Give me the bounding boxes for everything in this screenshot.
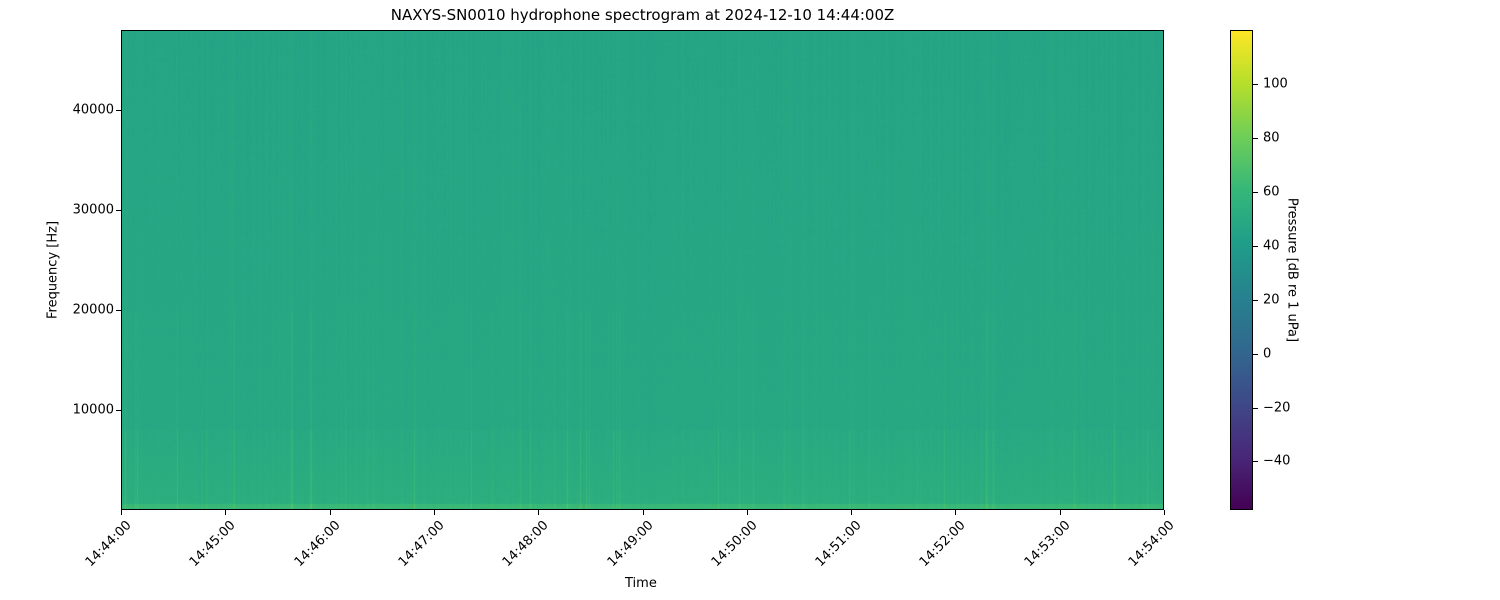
y-tick — [116, 310, 121, 311]
x-tick-label: 14:52:00 — [917, 518, 969, 570]
y-tick-label: 10000 — [72, 402, 114, 418]
x-tick-label: 14:48:00 — [499, 518, 552, 570]
colorbar-tick-label: −20 — [1263, 400, 1291, 416]
x-tick — [746, 510, 748, 515]
chart-title: NAXYS-SN0010 hydrophone spectrogram at 2… — [390, 6, 895, 24]
x-tick-label: 14:46:00 — [291, 518, 344, 570]
x-tick-label: 14:54:00 — [1125, 518, 1178, 570]
colorbar-tick — [1253, 83, 1258, 85]
colorbar-tick — [1253, 407, 1258, 409]
x-tick — [642, 510, 644, 515]
x-tick — [538, 510, 540, 515]
colorbar-tick-label: 20 — [1263, 292, 1280, 308]
spectrogram-image — [121, 30, 1164, 510]
x-tick — [329, 510, 331, 515]
colorbar-tick — [1253, 137, 1258, 139]
x-tick — [121, 510, 122, 515]
x-tick-label: 14:51:00 — [812, 518, 865, 570]
colorbar — [1230, 30, 1253, 510]
colorbar-tick-label: 80 — [1263, 130, 1280, 146]
y-tick — [116, 410, 121, 411]
colorbar-tick-label: −40 — [1263, 453, 1291, 469]
y-tick — [116, 110, 121, 111]
y-axis-label: Frequency [Hz] — [45, 220, 61, 320]
colorbar-tick — [1253, 353, 1258, 355]
y-tick-label: 30000 — [72, 202, 114, 218]
colorbar-tick-label: 0 — [1263, 346, 1272, 362]
x-tick-label: 14:50:00 — [708, 518, 761, 570]
x-tick — [851, 510, 853, 515]
x-tick-label: 14:44:00 — [82, 518, 135, 570]
x-tick — [1059, 510, 1061, 515]
colorbar-tick — [1253, 191, 1258, 193]
colorbar-tick-label: 60 — [1263, 184, 1280, 200]
colorbar-tick-label: 100 — [1263, 76, 1288, 92]
y-tick-label: 40000 — [72, 102, 114, 118]
y-tick-label: 20000 — [72, 302, 114, 318]
colorbar-label: Pressure [dB re 1 uPa] — [1284, 197, 1300, 343]
x-tick-label: 14:45:00 — [187, 518, 239, 570]
x-tick — [955, 510, 957, 515]
x-tick — [225, 510, 227, 515]
colorbar-tick — [1253, 461, 1258, 463]
x-tick-label: 14:53:00 — [1021, 518, 1074, 570]
plot-area-frame — [121, 30, 1164, 510]
x-tick-label: 14:49:00 — [604, 518, 657, 570]
x-tick — [433, 510, 435, 515]
colorbar-tick-label: 40 — [1263, 238, 1280, 254]
colorbar-tick — [1253, 245, 1258, 247]
y-tick — [116, 210, 121, 211]
x-tick-label: 14:47:00 — [395, 518, 448, 570]
x-tick — [1164, 510, 1165, 515]
colorbar-tick — [1253, 299, 1258, 301]
x-axis-label: Time — [625, 576, 657, 591]
